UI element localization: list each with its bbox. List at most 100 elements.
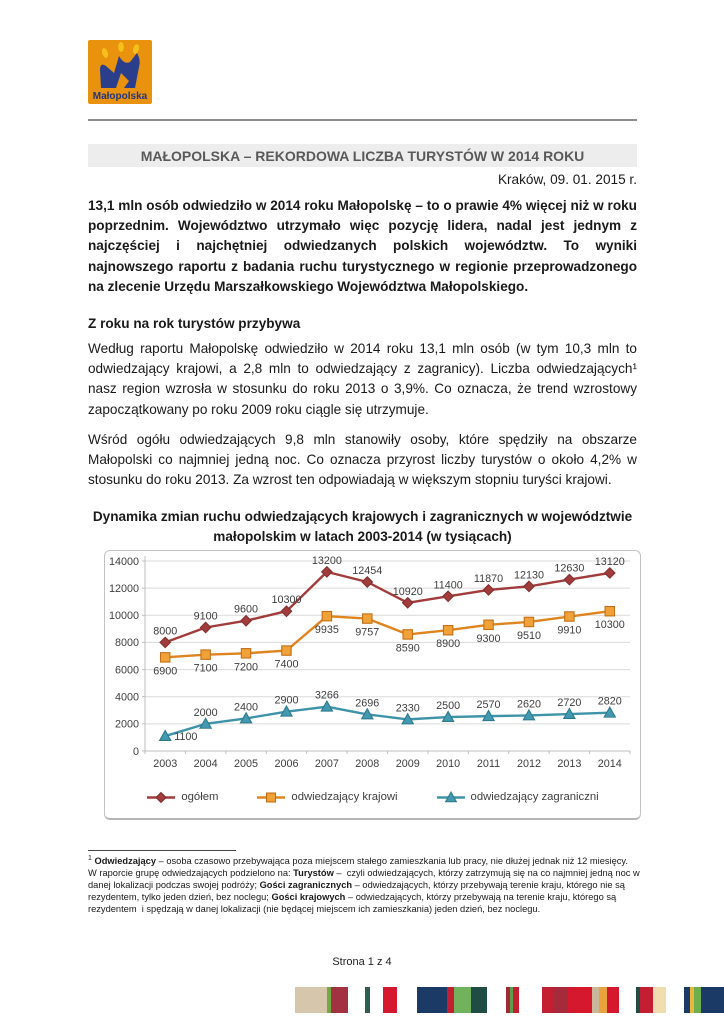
svg-text:7400: 7400 xyxy=(274,659,298,671)
strip-segment xyxy=(417,987,447,1013)
intro-paragraph: 13,1 mln osób odwiedziło w 2014 roku Mał… xyxy=(88,198,637,294)
svg-text:2011: 2011 xyxy=(477,758,500,770)
footnote-text: 1 Odwiedzający – osoba czasowo przebywaj… xyxy=(88,855,643,915)
strip-segment xyxy=(513,987,519,1013)
malopolska-logo-icon: Małopolska xyxy=(88,40,152,104)
svg-text:6900: 6900 xyxy=(153,666,177,678)
svg-text:Małopolska: Małopolska xyxy=(93,91,148,102)
series-triangle: 1100 2000 2400 2900 3266 2696 2330 2500 2570 2620… xyxy=(158,690,622,744)
strip-segment xyxy=(694,987,701,1013)
svg-text:10300: 10300 xyxy=(271,595,301,607)
strip-segment xyxy=(607,987,619,1013)
strip-gap xyxy=(519,987,542,1013)
svg-text:8900: 8900 xyxy=(436,639,460,651)
strip-segment xyxy=(568,987,592,1013)
svg-text:12130: 12130 xyxy=(514,570,544,582)
svg-text:4000: 4000 xyxy=(115,692,139,704)
svg-text:2000: 2000 xyxy=(194,707,218,719)
strip-segment xyxy=(295,987,327,1013)
strip-segment xyxy=(599,987,607,1013)
svg-text:9600: 9600 xyxy=(234,604,258,616)
decorative-color-strip xyxy=(295,987,724,1013)
footnote-segment: – czyli odwiedzających, którzy zatrzymuj… xyxy=(88,868,643,891)
chart-box: 0 2000 4000 6000 8000 10000 12000 14000 2003 2004… xyxy=(104,550,641,821)
strip-segment xyxy=(542,987,554,1013)
svg-text:7100: 7100 xyxy=(194,663,218,675)
header-divider xyxy=(88,119,637,121)
svg-text:2720: 2720 xyxy=(557,698,581,710)
footnote-segment: – odwiedzających, którzy przebywają tere… xyxy=(88,880,628,902)
strip-gap xyxy=(397,987,417,1013)
svg-text:11400: 11400 xyxy=(434,580,463,592)
malopolska-logo: Małopolska xyxy=(88,40,152,104)
strip-segment xyxy=(471,987,487,1013)
svg-text:2900: 2900 xyxy=(274,695,298,707)
strip-segment xyxy=(640,987,653,1013)
svg-text:9300: 9300 xyxy=(477,633,501,645)
strip-segment xyxy=(383,987,397,1013)
svg-text:14000: 14000 xyxy=(109,556,139,568)
svg-text:6000: 6000 xyxy=(115,665,139,677)
footnote-segment: – osoba czasowo przebywająca poza miejsc… xyxy=(88,856,628,879)
legend-item: ogółem xyxy=(146,791,218,804)
svg-text:12630: 12630 xyxy=(554,563,584,575)
strip-segment xyxy=(454,987,471,1013)
footnote-segment: Turystów xyxy=(293,868,334,879)
footnote-segment: Gości krajowych xyxy=(271,891,346,902)
svg-text:1100: 1100 xyxy=(174,732,197,744)
svg-text:12454: 12454 xyxy=(352,565,382,577)
svg-text:13200: 13200 xyxy=(312,555,342,567)
strip-segment xyxy=(327,987,331,1013)
line-chart: 0 2000 4000 6000 8000 10000 12000 14000 2003 2004… xyxy=(109,555,631,770)
svg-text:9910: 9910 xyxy=(557,625,581,637)
body-paragraph-2: Wśród ogółu odwiedzających 9,8 mln stano… xyxy=(88,431,637,488)
svg-text:2400: 2400 xyxy=(234,702,258,714)
legend-item: odwiedzający krajowi xyxy=(256,791,398,804)
strip-gap xyxy=(487,987,506,1013)
chart-legend: ogółem odwiedzający krajowi odwiedzający z… xyxy=(105,782,640,812)
strip-gap xyxy=(666,987,684,1013)
svg-text:13120: 13120 xyxy=(595,556,625,568)
footnote-segment: 1 xyxy=(88,855,92,863)
body-paragraph-1: Według raportu Małopolskę odwiedziło w 2… xyxy=(88,341,637,417)
svg-text:2004: 2004 xyxy=(194,758,218,770)
page-title: MAŁOPOLSKA – REKORDOWA LICZBA TURYSTÓW W… xyxy=(88,144,637,167)
svg-text:2696: 2696 xyxy=(355,698,379,710)
svg-text:2003: 2003 xyxy=(153,758,177,770)
triangle-legend-icon xyxy=(436,790,465,803)
svg-text:10000: 10000 xyxy=(109,611,139,623)
svg-text:2000: 2000 xyxy=(115,719,139,731)
strip-gap xyxy=(370,987,383,1013)
svg-text:9510: 9510 xyxy=(517,630,541,642)
svg-text:2330: 2330 xyxy=(396,703,420,715)
strip-segment xyxy=(510,987,513,1013)
svg-text:2014: 2014 xyxy=(598,758,622,770)
strip-segment xyxy=(690,987,694,1013)
svg-text:2620: 2620 xyxy=(517,699,541,711)
footnote-segment: Gości zagranicznych xyxy=(259,880,353,891)
svg-text:11870: 11870 xyxy=(474,573,503,585)
strip-segment xyxy=(447,987,454,1013)
strip-segment xyxy=(554,987,568,1013)
strip-segment xyxy=(653,987,666,1013)
strip-segment xyxy=(506,987,510,1013)
footnote-segment: – odwiedzających, którzy przebywają na t… xyxy=(88,891,619,914)
svg-text:2570: 2570 xyxy=(477,700,501,712)
page-number: Strona 1 z 4 xyxy=(332,956,392,968)
svg-text:2012: 2012 xyxy=(517,758,541,770)
svg-text:9757: 9757 xyxy=(355,627,379,639)
strip-gap xyxy=(348,987,365,1013)
strip-gap xyxy=(619,987,636,1013)
legend-label: odwiedzający krajowi xyxy=(291,791,398,804)
series-square: 6900 7100 7200 7400 9935 9757 8590 8900 9300 9510… xyxy=(153,606,625,678)
svg-text:8590: 8590 xyxy=(396,643,420,655)
svg-text:2009: 2009 xyxy=(396,758,420,770)
dateline: Kraków, 09. 01. 2015 r. xyxy=(497,172,637,187)
svg-text:9100: 9100 xyxy=(194,611,218,623)
svg-text:2007: 2007 xyxy=(315,758,339,770)
svg-text:2008: 2008 xyxy=(355,758,379,770)
strip-segment xyxy=(701,987,724,1013)
svg-text:10300: 10300 xyxy=(595,620,625,632)
legend-item: odwiedzający zagraniczni xyxy=(436,790,599,804)
